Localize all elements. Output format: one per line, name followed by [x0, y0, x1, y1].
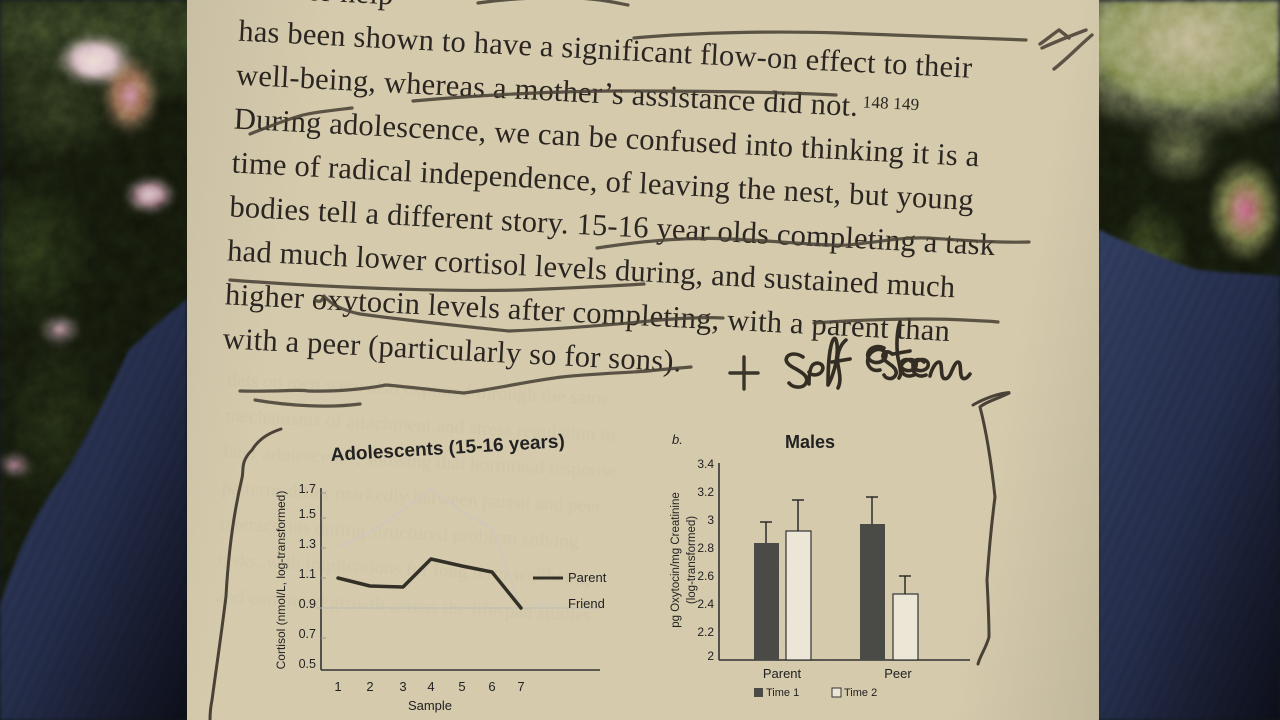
svg-text:Males: Males — [785, 432, 835, 452]
svg-text:Time 2: Time 2 — [844, 687, 877, 699]
svg-text:pg Oxytocin/mg Creatinine: pg Oxytocin/mg Creatinine — [670, 492, 682, 628]
svg-text:b.: b. — [672, 432, 683, 447]
svg-text:Peer: Peer — [884, 666, 912, 681]
svg-text:(log-transformed): (log-transformed) — [686, 516, 698, 604]
svg-text:2: 2 — [707, 649, 714, 663]
svg-text:3.2: 3.2 — [697, 485, 714, 499]
svg-text:2.8: 2.8 — [697, 541, 714, 555]
svg-text:2.6: 2.6 — [697, 569, 714, 583]
svg-text:3.4: 3.4 — [697, 457, 714, 471]
svg-text:2.2: 2.2 — [697, 625, 714, 639]
svg-text:2.4: 2.4 — [697, 597, 714, 611]
svg-text:Time 1: Time 1 — [766, 687, 799, 699]
svg-text:3: 3 — [707, 513, 714, 527]
svg-text:Parent: Parent — [763, 666, 802, 681]
